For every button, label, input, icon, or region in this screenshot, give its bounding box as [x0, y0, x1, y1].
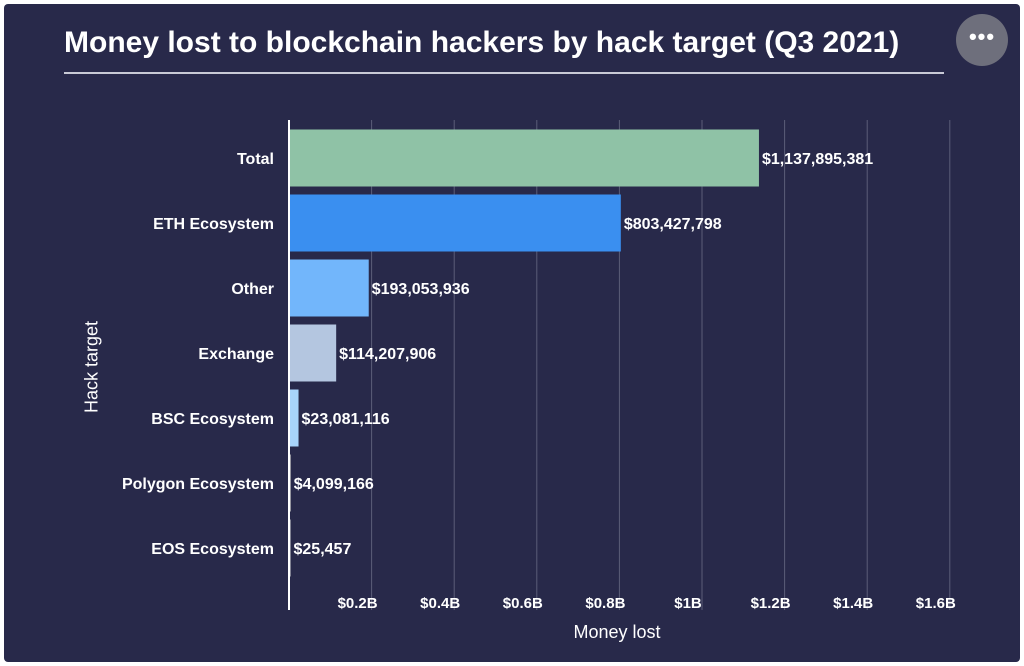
bar — [289, 389, 299, 447]
bar — [289, 194, 621, 252]
x-tick-label: $0.8B — [585, 595, 625, 612]
data-label: $114,207,906 — [339, 346, 436, 363]
data-label: $4,099,166 — [294, 476, 374, 493]
x-tick-label: $0.2B — [338, 595, 378, 612]
data-label: $23,081,116 — [302, 411, 390, 428]
x-tick-label: $0.6B — [503, 595, 543, 612]
title-underline — [64, 72, 944, 74]
category-label: BSC Ecosystem — [151, 411, 274, 428]
data-label: $803,427,798 — [624, 216, 722, 233]
category-label: Polygon Ecosystem — [122, 476, 274, 493]
data-label: $1,137,895,381 — [762, 151, 873, 168]
x-tick-label: $1.4B — [833, 595, 873, 612]
x-tick-label: $0.4B — [420, 595, 460, 612]
x-tick-label: $1B — [674, 595, 702, 612]
bar — [289, 324, 337, 382]
category-label: Other — [231, 281, 274, 298]
category-label: ETH Ecosystem — [153, 216, 274, 233]
chart-card — [4, 4, 1020, 662]
category-label: Exchange — [198, 346, 274, 363]
data-label: $25,457 — [294, 541, 352, 558]
bar — [289, 259, 369, 317]
x-tick-label: $1.2B — [751, 595, 791, 612]
category-label: Total — [237, 151, 274, 168]
x-axis-title: Money lost — [573, 622, 661, 642]
category-label: EOS Ecosystem — [151, 541, 274, 558]
chart-title: Money lost to blockchain hackers by hack… — [64, 26, 900, 59]
more-options-button[interactable]: ••• — [956, 14, 1008, 66]
more-icon: ••• — [968, 24, 996, 49]
data-label: $193,053,936 — [372, 281, 470, 298]
bar — [289, 129, 759, 187]
x-tick-label: $1.6B — [916, 595, 956, 612]
